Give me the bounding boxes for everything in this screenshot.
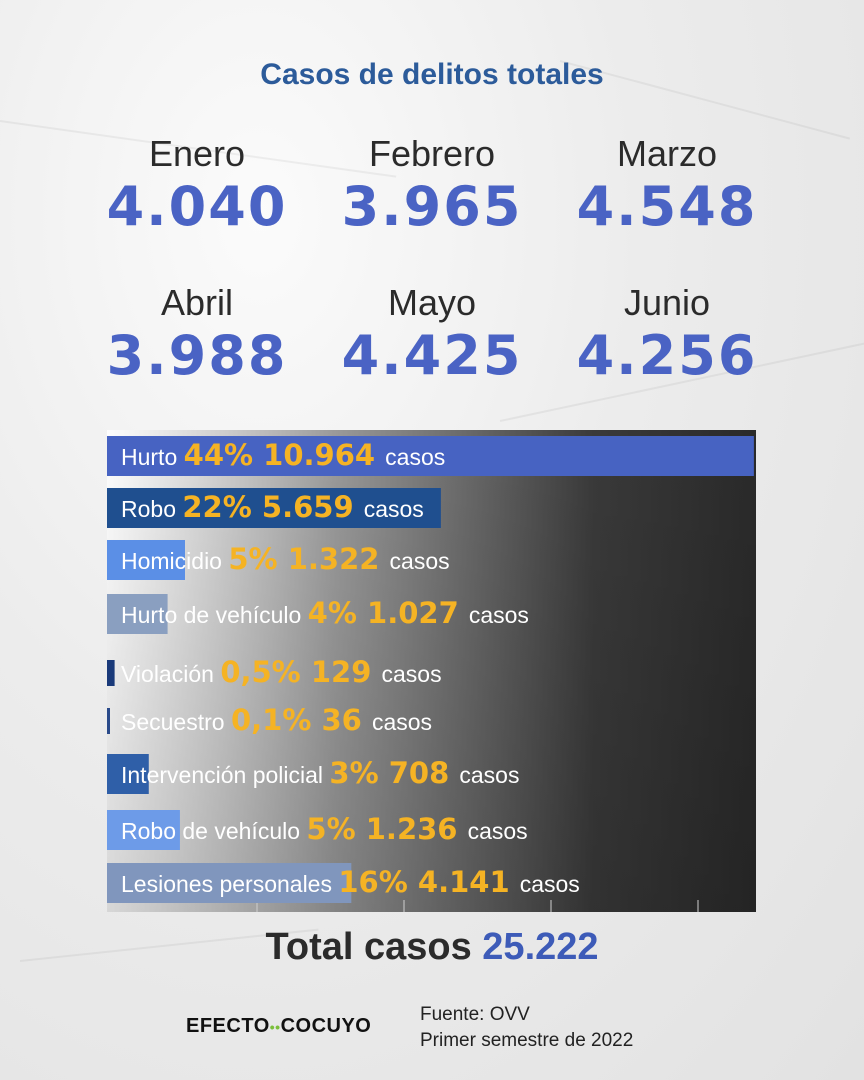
category-label: Violación	[121, 661, 220, 687]
month-febrero: Febrero 3.965	[302, 133, 562, 238]
bar-label: Hurto 44% 10.964 casos	[121, 438, 445, 472]
percent-label: 16%	[338, 865, 418, 899]
month-label: Mayo	[387, 282, 477, 323]
bar-robo	[107, 488, 441, 528]
month-junio: Junio 4.256	[537, 282, 797, 387]
month-value: 4.425	[341, 324, 523, 387]
bar-label: Intervención policial 3% 708 casos	[121, 756, 519, 790]
month-label: Junio	[623, 282, 711, 323]
month-value: 3.965	[341, 175, 523, 238]
unit-label: casos	[364, 496, 424, 522]
unit-label: casos	[390, 548, 450, 574]
bar-label: Robo de vehículo 5% 1.236 casos	[121, 812, 528, 846]
bar-violaci-n	[107, 660, 115, 686]
month-mayo: Mayo 4.425	[302, 282, 562, 387]
percent-label: 0,5%	[220, 655, 311, 689]
percent-label: 0,1%	[231, 703, 322, 737]
unit-label: casos	[468, 818, 528, 844]
category-label: Secuestro	[121, 709, 231, 735]
month-label: Abril	[160, 282, 234, 323]
source-note: Fuente: OVV Primer semestre de 2022	[420, 1002, 633, 1054]
logo-right-text: COCUYO	[280, 1015, 372, 1037]
month-marzo: Marzo 4.548	[537, 133, 797, 238]
bar-robo-de-veh-culo	[107, 810, 180, 850]
percent-label: 22%	[182, 490, 262, 524]
count-label: 708	[389, 756, 460, 790]
percent-label: 4%	[308, 596, 367, 630]
category-label: Robo	[121, 496, 182, 522]
count-label: 129	[311, 655, 382, 689]
unit-label: casos	[520, 871, 580, 897]
count-label: 36	[321, 703, 371, 737]
count-label: 5.659	[262, 490, 364, 524]
month-value: 4.040	[106, 175, 288, 238]
bar-label: Hurto de vehículo 4% 1.027 casos	[121, 596, 529, 630]
unit-label: casos	[372, 709, 432, 735]
page-title: Casos de delitos totales	[260, 58, 604, 91]
category-label: Hurto	[121, 444, 184, 470]
bar-label: Lesiones personales 16% 4.141 casos	[121, 865, 580, 899]
bar-label: Violación 0,5% 129 casos	[121, 655, 442, 689]
unit-label: casos	[381, 661, 441, 687]
total-value: 25.222	[482, 926, 599, 968]
bar-hurto	[107, 436, 754, 476]
category-label: Hurto de vehículo	[121, 602, 308, 628]
percent-label: 3%	[329, 756, 388, 790]
bar-label: Secuestro 0,1% 36 casos	[121, 703, 432, 737]
category-label: Intervención policial	[121, 762, 329, 788]
unit-label: casos	[459, 762, 519, 788]
bar-label: Robo 22% 5.659 casos	[121, 490, 424, 524]
month-value: 4.256	[576, 324, 758, 387]
source-line-1: Fuente: OVV	[420, 1004, 530, 1025]
unit-label: casos	[385, 444, 445, 470]
category-label: Lesiones personales	[121, 871, 338, 897]
month-abril: Abril 3.988	[67, 282, 327, 387]
month-label: Marzo	[616, 133, 718, 174]
total-cases: Total casos 25.222	[0, 926, 864, 969]
month-label: Enero	[148, 133, 246, 174]
month-value: 4.548	[576, 175, 758, 238]
unit-label: casos	[469, 602, 529, 628]
total-label: Total casos	[265, 926, 472, 968]
count-label: 1.322	[288, 542, 390, 576]
count-label: 4.141	[418, 865, 520, 899]
efecto-cocuyo-logo: EFECTO••COCUYO	[186, 1015, 371, 1038]
percent-label: 5%	[306, 812, 365, 846]
logo-dots: ••	[269, 1019, 281, 1035]
percent-label: 5%	[228, 542, 287, 576]
bar-lesiones-personales	[107, 863, 352, 903]
category-label: Homicidio	[121, 548, 228, 574]
count-label: 10.964	[263, 438, 385, 472]
month-enero: Enero 4.040	[67, 133, 327, 238]
percent-label: 44%	[184, 438, 264, 472]
month-label: Febrero	[368, 133, 496, 174]
count-label: 1.027	[367, 596, 469, 630]
bar-hurto-de-veh-culo	[107, 594, 168, 634]
bar-secuestro	[107, 708, 110, 734]
bar-intervenci-n-policial	[107, 754, 149, 794]
category-label: Robo de vehículo	[121, 818, 306, 844]
count-label: 1.236	[366, 812, 468, 846]
bar-label: Homicidio 5% 1.322 casos	[121, 542, 450, 576]
logo-left-text: EFECTO	[186, 1015, 270, 1037]
month-value: 3.988	[106, 324, 288, 387]
bar-homicidio	[107, 540, 185, 580]
source-line-2: Primer semestre de 2022	[420, 1030, 634, 1051]
